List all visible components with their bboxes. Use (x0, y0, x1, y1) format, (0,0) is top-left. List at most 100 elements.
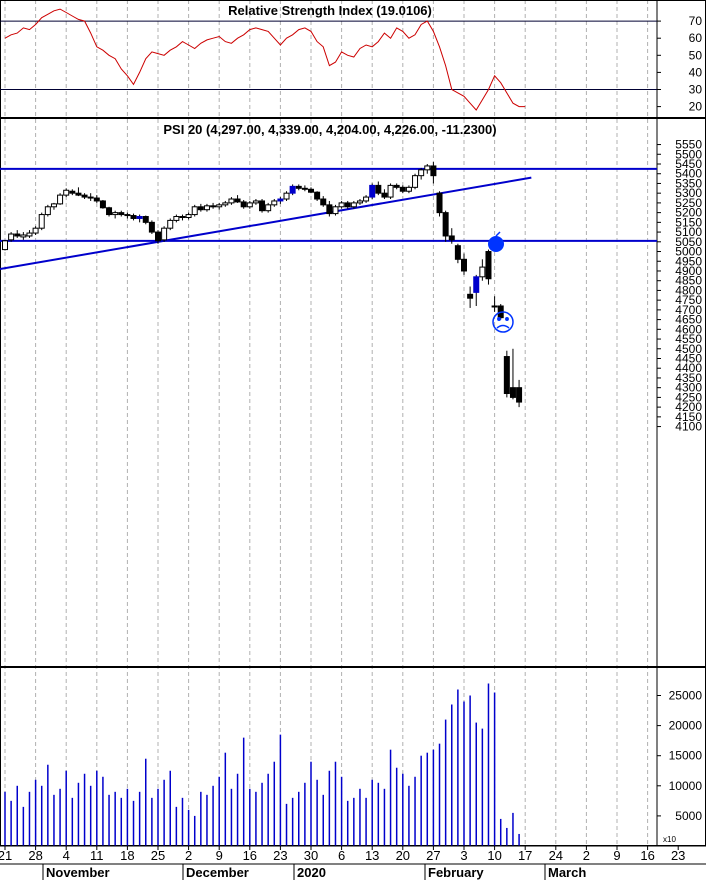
candle-up (112, 212, 119, 216)
candle-down (240, 201, 247, 208)
candle-down (454, 245, 461, 260)
price-tick-label: 4500 (675, 342, 702, 356)
price-tick-label: 4100 (675, 420, 702, 434)
month-label: November (46, 865, 110, 880)
price-tick-label: 4950 (675, 254, 702, 268)
price-panel: PSI 20 (4,297.00, 4,339.00, 4,204.00, 4,… (0, 122, 702, 434)
rsi-panel: Relative Strength Index (19.0106) 70 60 50… (0, 3, 702, 114)
volume-y-axis: 25000 20000 15000 10000 5000 (657, 689, 702, 823)
price-tick-label: 5100 (675, 225, 702, 239)
x-tick-label: 4 (63, 848, 70, 863)
price-tick-label: 4900 (675, 264, 702, 278)
candle-up (424, 165, 431, 171)
price-tick-label: 4350 (675, 371, 702, 385)
candle-down (259, 200, 266, 212)
price-tick-label: 4250 (675, 390, 702, 404)
x-tick-label: 28 (28, 848, 42, 863)
candle-up (252, 200, 259, 204)
candle-up (216, 204, 223, 208)
candle-down (234, 198, 241, 203)
price-tick-label: 4750 (675, 293, 702, 307)
candle-down (326, 204, 333, 215)
price-tick-label: 5150 (675, 215, 702, 229)
candle-up (332, 206, 339, 215)
price-tick-label: 5200 (675, 206, 702, 220)
volume-tick-label: 25000 (669, 689, 703, 703)
x-tick-label: 27 (426, 848, 440, 863)
rsi-tick-label: 20 (689, 100, 703, 114)
candle-up (161, 227, 168, 241)
x-tick-label: 23 (671, 848, 685, 863)
candle-up (191, 206, 198, 216)
candle-up (20, 234, 27, 238)
candle-up (405, 186, 412, 192)
candle-down (301, 187, 308, 190)
volume-tick-label: 5000 (675, 809, 702, 823)
candle-down (308, 188, 314, 193)
month-label: December (186, 865, 249, 880)
candle-up (265, 204, 272, 212)
price-y-axis: 5550550054505400535053005250520051505100… (657, 138, 702, 434)
candle-up (369, 184, 376, 198)
x-tick-label: 2 (583, 848, 590, 863)
volume-tick-label: 15000 (669, 749, 703, 763)
volume-tick-label: 20000 (669, 719, 703, 733)
candle-down (106, 207, 113, 216)
price-tick-label: 4150 (675, 410, 702, 424)
candle-down (124, 214, 131, 217)
candle-down (155, 231, 161, 242)
candle-down (516, 387, 523, 403)
candle-up (26, 232, 33, 237)
horizontal-levels (0, 167, 657, 242)
candle-down (197, 206, 204, 211)
bullish-marker-icon (488, 231, 504, 252)
panel-frame-0 (0, 0, 706, 118)
x-tick-label: 16 (243, 848, 257, 863)
candle-up (283, 192, 290, 200)
candle-up (2, 240, 8, 251)
x-tick-label: 9 (216, 848, 223, 863)
x-tick-label: 24 (549, 848, 563, 863)
candle-down (295, 185, 302, 189)
candle-up (185, 214, 192, 218)
rsi-tick-label: 70 (689, 14, 703, 28)
x-tick-label: 6 (338, 848, 345, 863)
sad-face-icon (492, 311, 514, 333)
candle-up (473, 276, 480, 293)
candle-down (14, 233, 21, 237)
price-tick-label: 5350 (675, 176, 702, 190)
volume-tick-label: 10000 (669, 779, 703, 793)
candle-down (503, 356, 510, 395)
x-tick-label: 18 (120, 848, 134, 863)
candle-up (63, 189, 70, 196)
candle-down (75, 192, 82, 196)
candle-down (148, 221, 155, 233)
candle-up (50, 203, 57, 208)
price-tick-label: 4700 (675, 303, 702, 317)
candle-up (8, 233, 15, 241)
candle-down (393, 184, 400, 188)
volume-panel: 25000 20000 15000 10000 5000 x10 (4, 683, 702, 846)
candle-up (228, 198, 235, 204)
x-axis: 21 28 4 11 18 25 2 9 16 23 30 6 13 20 27 3 10 17 24 2 9 16 23 N… (0, 845, 706, 880)
candle-up (222, 202, 229, 206)
candle-up (363, 196, 370, 202)
candle-up (479, 266, 486, 278)
candle-down (467, 293, 474, 299)
x-tick-label: 25 (151, 848, 165, 863)
x-tick-label: 3 (460, 848, 467, 863)
candle-up (491, 305, 498, 308)
candle-up (356, 200, 363, 204)
candle-down (375, 184, 382, 194)
x-tick-label: 11 (90, 848, 104, 863)
price-tick-label: 5250 (675, 196, 702, 210)
candle-down (448, 235, 455, 241)
price-tick-label: 5400 (675, 167, 702, 181)
x-tick-label: 9 (613, 848, 620, 863)
x-tick-label: 21 (0, 848, 12, 863)
volume-bars (4, 683, 520, 846)
candle-up (38, 214, 45, 229)
candle-up (289, 185, 296, 194)
candle-down (118, 212, 125, 216)
candle-down (436, 192, 443, 214)
